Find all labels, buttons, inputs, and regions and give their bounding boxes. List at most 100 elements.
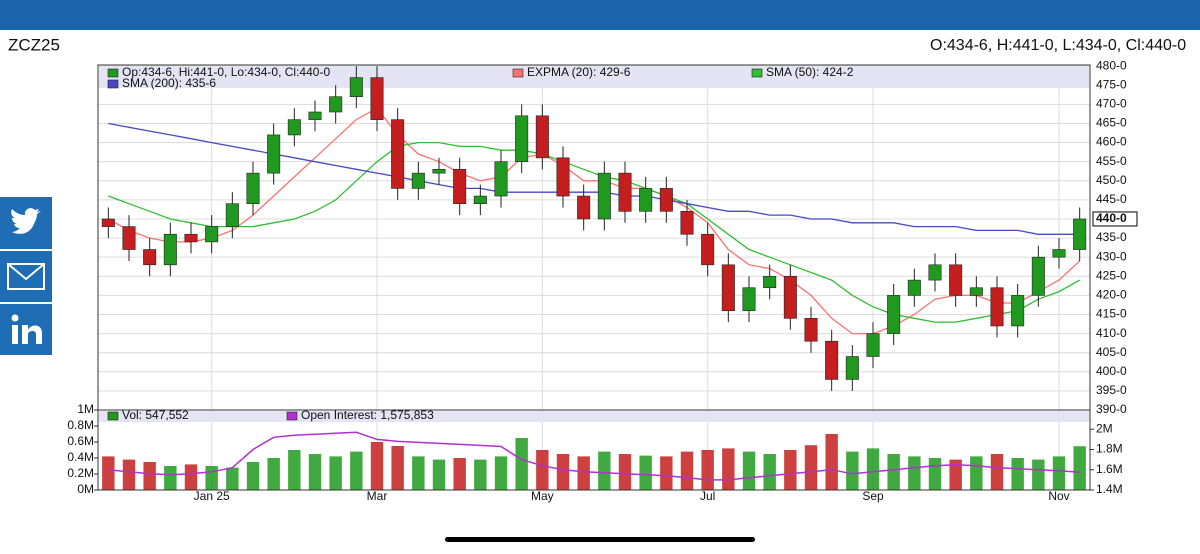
candle-body bbox=[411, 172, 425, 189]
volume-bar bbox=[742, 451, 756, 490]
volume-bar bbox=[970, 456, 983, 490]
volume-bar bbox=[246, 462, 260, 490]
volume-bar bbox=[102, 456, 115, 490]
x-tick-label: Sep bbox=[862, 489, 884, 503]
volume-bar bbox=[288, 450, 301, 490]
legend-label: EXPMA (20): 429-6 bbox=[527, 65, 631, 79]
y-tick-label: 0.6M bbox=[67, 434, 94, 448]
candle-body bbox=[577, 195, 591, 220]
volume-bar bbox=[556, 454, 570, 490]
candle-body bbox=[143, 249, 157, 266]
y-tick-label: 455-0 bbox=[1096, 154, 1127, 168]
legend-label: Op:434-6, Hi:441-0, Lo:434-0, Cl:440-0 bbox=[122, 65, 330, 79]
legend-label: Open Interest: 1,575,853 bbox=[301, 408, 434, 422]
volume-bar bbox=[432, 459, 446, 490]
volume-bar bbox=[866, 448, 880, 490]
share-mail[interactable] bbox=[0, 251, 52, 302]
candle-body bbox=[866, 333, 880, 357]
y-tick-label: 1M bbox=[77, 402, 94, 416]
candle-body bbox=[329, 96, 343, 113]
candle-body bbox=[101, 218, 115, 227]
volume-bar bbox=[391, 446, 404, 490]
candle-body bbox=[122, 226, 136, 250]
candle-body bbox=[308, 111, 322, 120]
candle-body bbox=[494, 161, 508, 197]
volume-bar bbox=[1052, 456, 1066, 490]
candle-body bbox=[825, 340, 839, 380]
candle-body bbox=[949, 264, 963, 296]
volume-bar bbox=[680, 451, 694, 490]
candle-body bbox=[246, 172, 260, 204]
volume-bar bbox=[990, 454, 1004, 490]
candle-body bbox=[163, 233, 177, 266]
volume-bar bbox=[494, 456, 508, 490]
volume-bar bbox=[515, 438, 528, 490]
y-tick-label: 405-0 bbox=[1096, 345, 1127, 359]
legend-swatch bbox=[751, 68, 763, 78]
y-tick-label: 390-0 bbox=[1096, 402, 1127, 416]
candle-body bbox=[618, 172, 632, 212]
y-tick-label: 420-0 bbox=[1096, 288, 1127, 302]
y-tick-label: 465-0 bbox=[1096, 116, 1127, 130]
x-tick-label: Jan 25 bbox=[194, 489, 230, 503]
y-tick-label: 400-0 bbox=[1096, 364, 1127, 378]
candle-body bbox=[432, 169, 446, 174]
share-twitter[interactable] bbox=[0, 197, 52, 249]
x-tick-label: Jul bbox=[700, 489, 715, 503]
legend-band bbox=[99, 411, 1089, 422]
volume-bar bbox=[908, 456, 921, 490]
candle-body bbox=[453, 169, 467, 204]
y-tick-label: 425-0 bbox=[1096, 268, 1127, 282]
y-tick-label: 0M bbox=[77, 482, 94, 496]
y-tick-label: 415-0 bbox=[1096, 307, 1127, 321]
volume-bar bbox=[350, 451, 363, 490]
candle-body bbox=[845, 356, 859, 380]
volume-bar bbox=[412, 456, 425, 490]
candle-body bbox=[184, 233, 198, 243]
candle-body bbox=[763, 275, 777, 289]
candle-body bbox=[515, 115, 529, 162]
y2-tick-label: 1.4M bbox=[1096, 482, 1123, 496]
volume-bar bbox=[184, 464, 198, 490]
candle-body bbox=[721, 264, 735, 311]
x-tick-label: Mar bbox=[367, 489, 388, 503]
volume-bar bbox=[536, 450, 549, 490]
y-tick-label: 475-0 bbox=[1096, 77, 1127, 91]
candle-body bbox=[969, 287, 983, 296]
volume-bar bbox=[804, 445, 818, 490]
y-tick-label: 445-0 bbox=[1096, 192, 1127, 206]
volume-bar bbox=[887, 454, 900, 490]
legend-label: Vol: 547,552 bbox=[122, 408, 189, 422]
volume-bar bbox=[949, 459, 962, 490]
panel-border bbox=[97, 64, 1091, 491]
volume-bar bbox=[122, 459, 136, 490]
candle-body bbox=[742, 287, 756, 311]
y-tick-label: 435-0 bbox=[1096, 230, 1127, 244]
home-indicator bbox=[445, 537, 755, 542]
x-tick-label: Nov bbox=[1048, 489, 1069, 503]
volume-bar bbox=[598, 451, 611, 490]
candle-body bbox=[535, 115, 549, 159]
volume-bar bbox=[928, 458, 942, 490]
candle-body bbox=[659, 188, 673, 212]
y-tick-label: 410-0 bbox=[1096, 326, 1127, 340]
x-tick-label: May bbox=[531, 489, 554, 503]
y-tick-label: 0.4M bbox=[67, 450, 94, 464]
volume-bar bbox=[763, 454, 776, 490]
last-price-box bbox=[1092, 211, 1138, 227]
volume-bar bbox=[577, 456, 590, 490]
candle-body bbox=[391, 119, 405, 189]
candle-body bbox=[804, 318, 818, 342]
candle-body bbox=[887, 295, 901, 334]
candle-body bbox=[349, 77, 363, 98]
volume-bar bbox=[329, 456, 342, 490]
volume-bar bbox=[164, 466, 177, 490]
candle-body bbox=[205, 226, 219, 243]
share-linkedin[interactable] bbox=[0, 304, 52, 355]
volume-bar bbox=[1011, 458, 1024, 490]
y-tick-label: 430-0 bbox=[1096, 249, 1127, 263]
volume-bar bbox=[825, 434, 838, 490]
candle-body bbox=[287, 119, 301, 136]
volume-bar bbox=[226, 467, 239, 490]
